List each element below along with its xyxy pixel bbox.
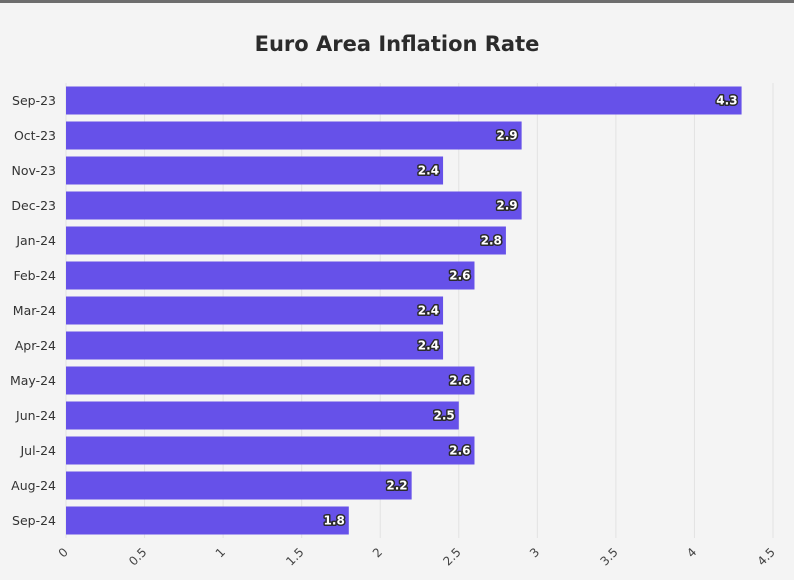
category-label-Aug-24: Aug-24 [11, 478, 56, 493]
category-label-Feb-24: Feb-24 [13, 268, 56, 283]
x-tick-labels: 0 0.5 1 1.5 2 2.5 3 3.5 4 4.5 [56, 545, 778, 568]
bar-Jun-24 [66, 401, 459, 430]
x-tick-label-5: 2.5 [440, 545, 463, 568]
category-label-Dec-23: Dec-23 [11, 198, 56, 213]
bar-Aug-24 [66, 471, 412, 500]
value-labels: 4.3 2.9 2.4 2.9 2.8 2.6 2.4 2.4 2.6 2.5 2.6 2.2 1.8 [322, 92, 739, 529]
bar-May-24 [66, 366, 475, 395]
value-label-Aug-24: 2.2 [386, 479, 407, 493]
category-label-Mar-24: Mar-24 [13, 303, 56, 318]
bar-Jul-24 [66, 436, 475, 465]
x-tick-label-8: 4 [684, 545, 699, 560]
value-label-Sep-23: 4.3 [716, 94, 737, 108]
bar-chart: Sep-23 Oct-23 Nov-23 Dec-23 Jan-24 Feb-24 Mar-… [10, 83, 778, 568]
category-label-Sep-23: Sep-23 [12, 93, 56, 108]
x-tick-label-0: 0 [56, 545, 71, 560]
bar-Sep-24 [66, 506, 349, 535]
bar-Apr-24 [66, 331, 444, 360]
x-tick-label-9: 4.5 [755, 545, 778, 568]
value-label-Nov-23: 2.4 [418, 164, 439, 178]
value-label-Jul-24: 2.6 [449, 444, 470, 458]
x-tick-label-4: 2 [370, 545, 385, 560]
value-label-Dec-23: 2.9 [496, 199, 517, 213]
bar-Oct-23 [66, 121, 522, 150]
value-label-Sep-24: 1.8 [324, 514, 345, 528]
bar-Dec-23 [66, 191, 522, 220]
value-label-Apr-24: 2.4 [418, 339, 439, 353]
value-label-Oct-23: 2.9 [496, 129, 517, 143]
bar-Jan-24 [66, 226, 506, 255]
category-label-Sep-24: Sep-24 [12, 513, 56, 528]
x-tick-label-7: 3.5 [597, 545, 620, 568]
category-label-Jul-24: Jul-24 [20, 443, 57, 458]
category-label-Jan-24: Jan-24 [15, 233, 56, 248]
x-tick-label-2: 1 [213, 545, 228, 560]
x-tick-label-1: 0.5 [126, 545, 149, 568]
bar-Mar-24 [66, 296, 444, 325]
category-label-Nov-23: Nov-23 [12, 163, 56, 178]
value-label-Jun-24: 2.5 [434, 409, 455, 423]
category-label-Jun-24: Jun-24 [15, 408, 56, 423]
value-label-Jan-24: 2.8 [481, 234, 502, 248]
chart-title: Euro Area Inflation Rate [254, 32, 540, 56]
category-label-Apr-24: Apr-24 [15, 338, 56, 353]
bar-Sep-23 [66, 86, 742, 115]
value-label-Mar-24: 2.4 [418, 304, 439, 318]
x-tick-label-3: 1.5 [283, 545, 306, 568]
x-tick-label-6: 3 [527, 545, 542, 560]
value-label-Feb-24: 2.6 [449, 269, 470, 283]
category-label-Oct-23: Oct-23 [14, 128, 56, 143]
bars [66, 86, 742, 535]
value-label-May-24: 2.6 [449, 374, 470, 388]
bar-Nov-23 [66, 156, 444, 185]
category-label-May-24: May-24 [10, 373, 56, 388]
bar-Feb-24 [66, 261, 475, 290]
category-labels: Sep-23 Oct-23 Nov-23 Dec-23 Jan-24 Feb-24 Mar-… [10, 93, 56, 528]
